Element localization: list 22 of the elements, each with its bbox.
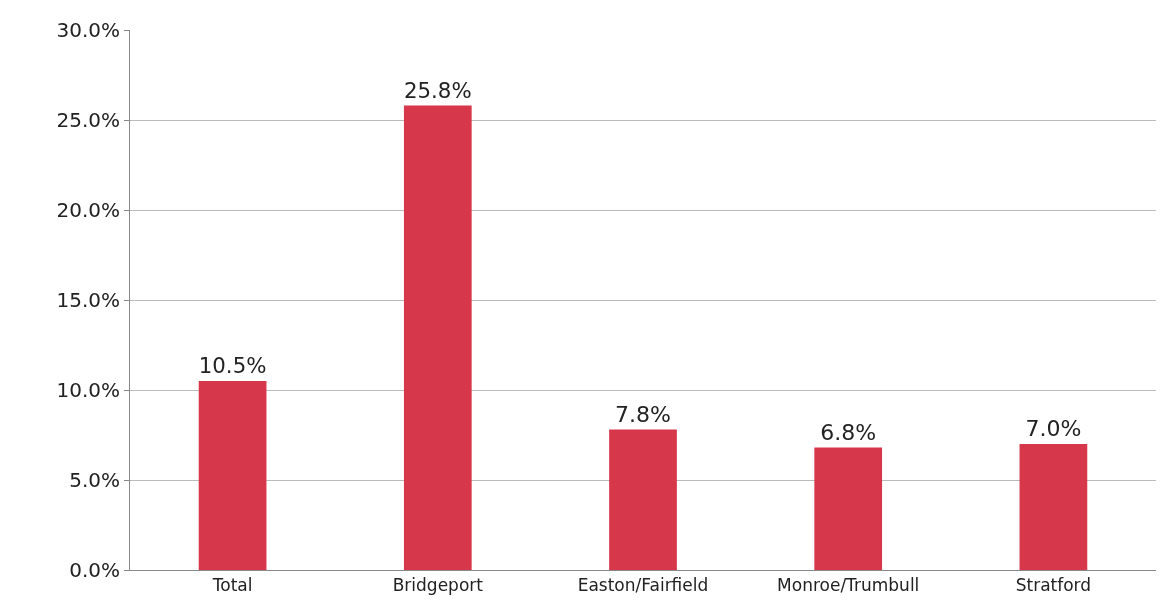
- bar: [609, 429, 677, 570]
- x-tick-label: Stratford: [1015, 575, 1092, 596]
- x-tick-label: Total: [211, 575, 253, 596]
- bar: [198, 381, 267, 570]
- y-tick-label: 10.0%: [56, 378, 120, 402]
- data-label: 6.8%: [820, 419, 877, 445]
- y-tick-label: 20.0%: [56, 198, 120, 222]
- data-label: 10.5%: [198, 353, 267, 379]
- y-tick-label: 15.0%: [56, 288, 120, 312]
- data-label: 7.0%: [1025, 416, 1082, 441]
- y-tick-label: 5.0%: [69, 468, 120, 492]
- bar: [403, 105, 472, 570]
- bar: [1019, 444, 1088, 570]
- x-tick-label: Bridgeport: [392, 575, 484, 596]
- bar: [814, 447, 883, 570]
- data-label: 7.8%: [615, 401, 671, 427]
- x-tick-label: Easton/Fairfield: [577, 575, 709, 596]
- y-tick-label: 30.0%: [56, 18, 120, 42]
- y-tick-label: 25.0%: [56, 108, 120, 132]
- y-tick-label: 0.0%: [69, 558, 120, 582]
- data-label: 25.8%: [403, 77, 472, 103]
- x-tick-label: Monroe/Trumbull: [777, 575, 920, 596]
